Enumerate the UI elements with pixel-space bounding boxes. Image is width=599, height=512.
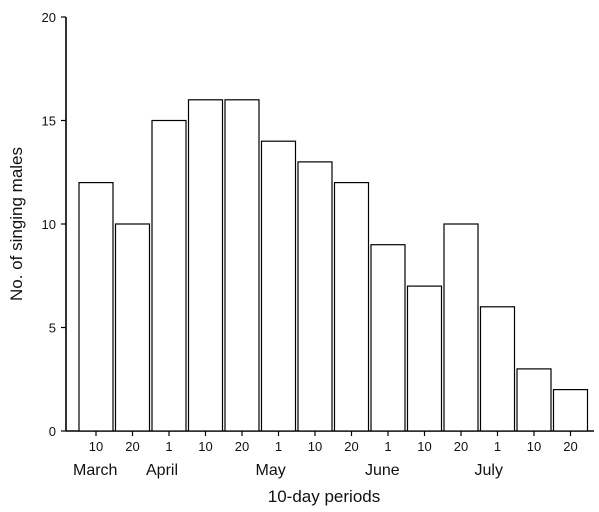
bar: [260, 140, 297, 432]
y-tick-label: 20: [42, 10, 56, 25]
x-tick-label: 10: [417, 439, 431, 454]
month-label: April: [146, 462, 178, 479]
bar: [479, 306, 516, 432]
bar: [114, 223, 151, 432]
bar: [370, 244, 406, 432]
y-tick-label: 15: [42, 114, 56, 129]
x-tick-label: 20: [344, 439, 358, 454]
x-axis-title: 10-day periods: [268, 487, 380, 506]
bar: [187, 99, 224, 432]
x-tick-label: 10: [527, 439, 541, 454]
x-tick-label: 20: [125, 439, 139, 454]
x-axis: [66, 430, 594, 436]
bar: [516, 368, 552, 432]
y-axis-title: No. of singing males: [7, 147, 26, 301]
bar: [333, 182, 370, 432]
month-labels: March April May June July: [73, 462, 503, 479]
bars: [78, 99, 589, 432]
x-tick-label: 10: [198, 439, 212, 454]
month-label: July: [475, 462, 503, 479]
y-tick-label: 0: [49, 424, 56, 439]
month-label: May: [256, 462, 286, 479]
y-axis: 0 5 10 15 20: [42, 10, 67, 439]
month-label: March: [73, 462, 117, 479]
bar: [224, 99, 260, 432]
bar: [443, 223, 479, 432]
bar: [406, 285, 443, 432]
x-tick-label: 10: [308, 439, 322, 454]
x-tick-label: 1: [165, 439, 172, 454]
y-tick-label: 5: [49, 321, 56, 336]
x-tick-label: 20: [235, 439, 249, 454]
x-tick-label: 1: [384, 439, 391, 454]
bar: [151, 119, 187, 432]
x-tick-labels: 10 20 1 10 20 1 10 20 1 10 20 1 10 20: [89, 439, 578, 454]
x-tick-label: 20: [563, 439, 577, 454]
bar: [552, 389, 589, 432]
month-label: June: [365, 462, 400, 479]
y-tick-label: 10: [42, 217, 56, 232]
bar: [297, 161, 333, 432]
x-tick-label: 1: [275, 439, 282, 454]
x-tick-label: 10: [89, 439, 103, 454]
bar: [78, 182, 114, 432]
x-tick-label: 1: [494, 439, 501, 454]
x-tick-label: 20: [454, 439, 468, 454]
